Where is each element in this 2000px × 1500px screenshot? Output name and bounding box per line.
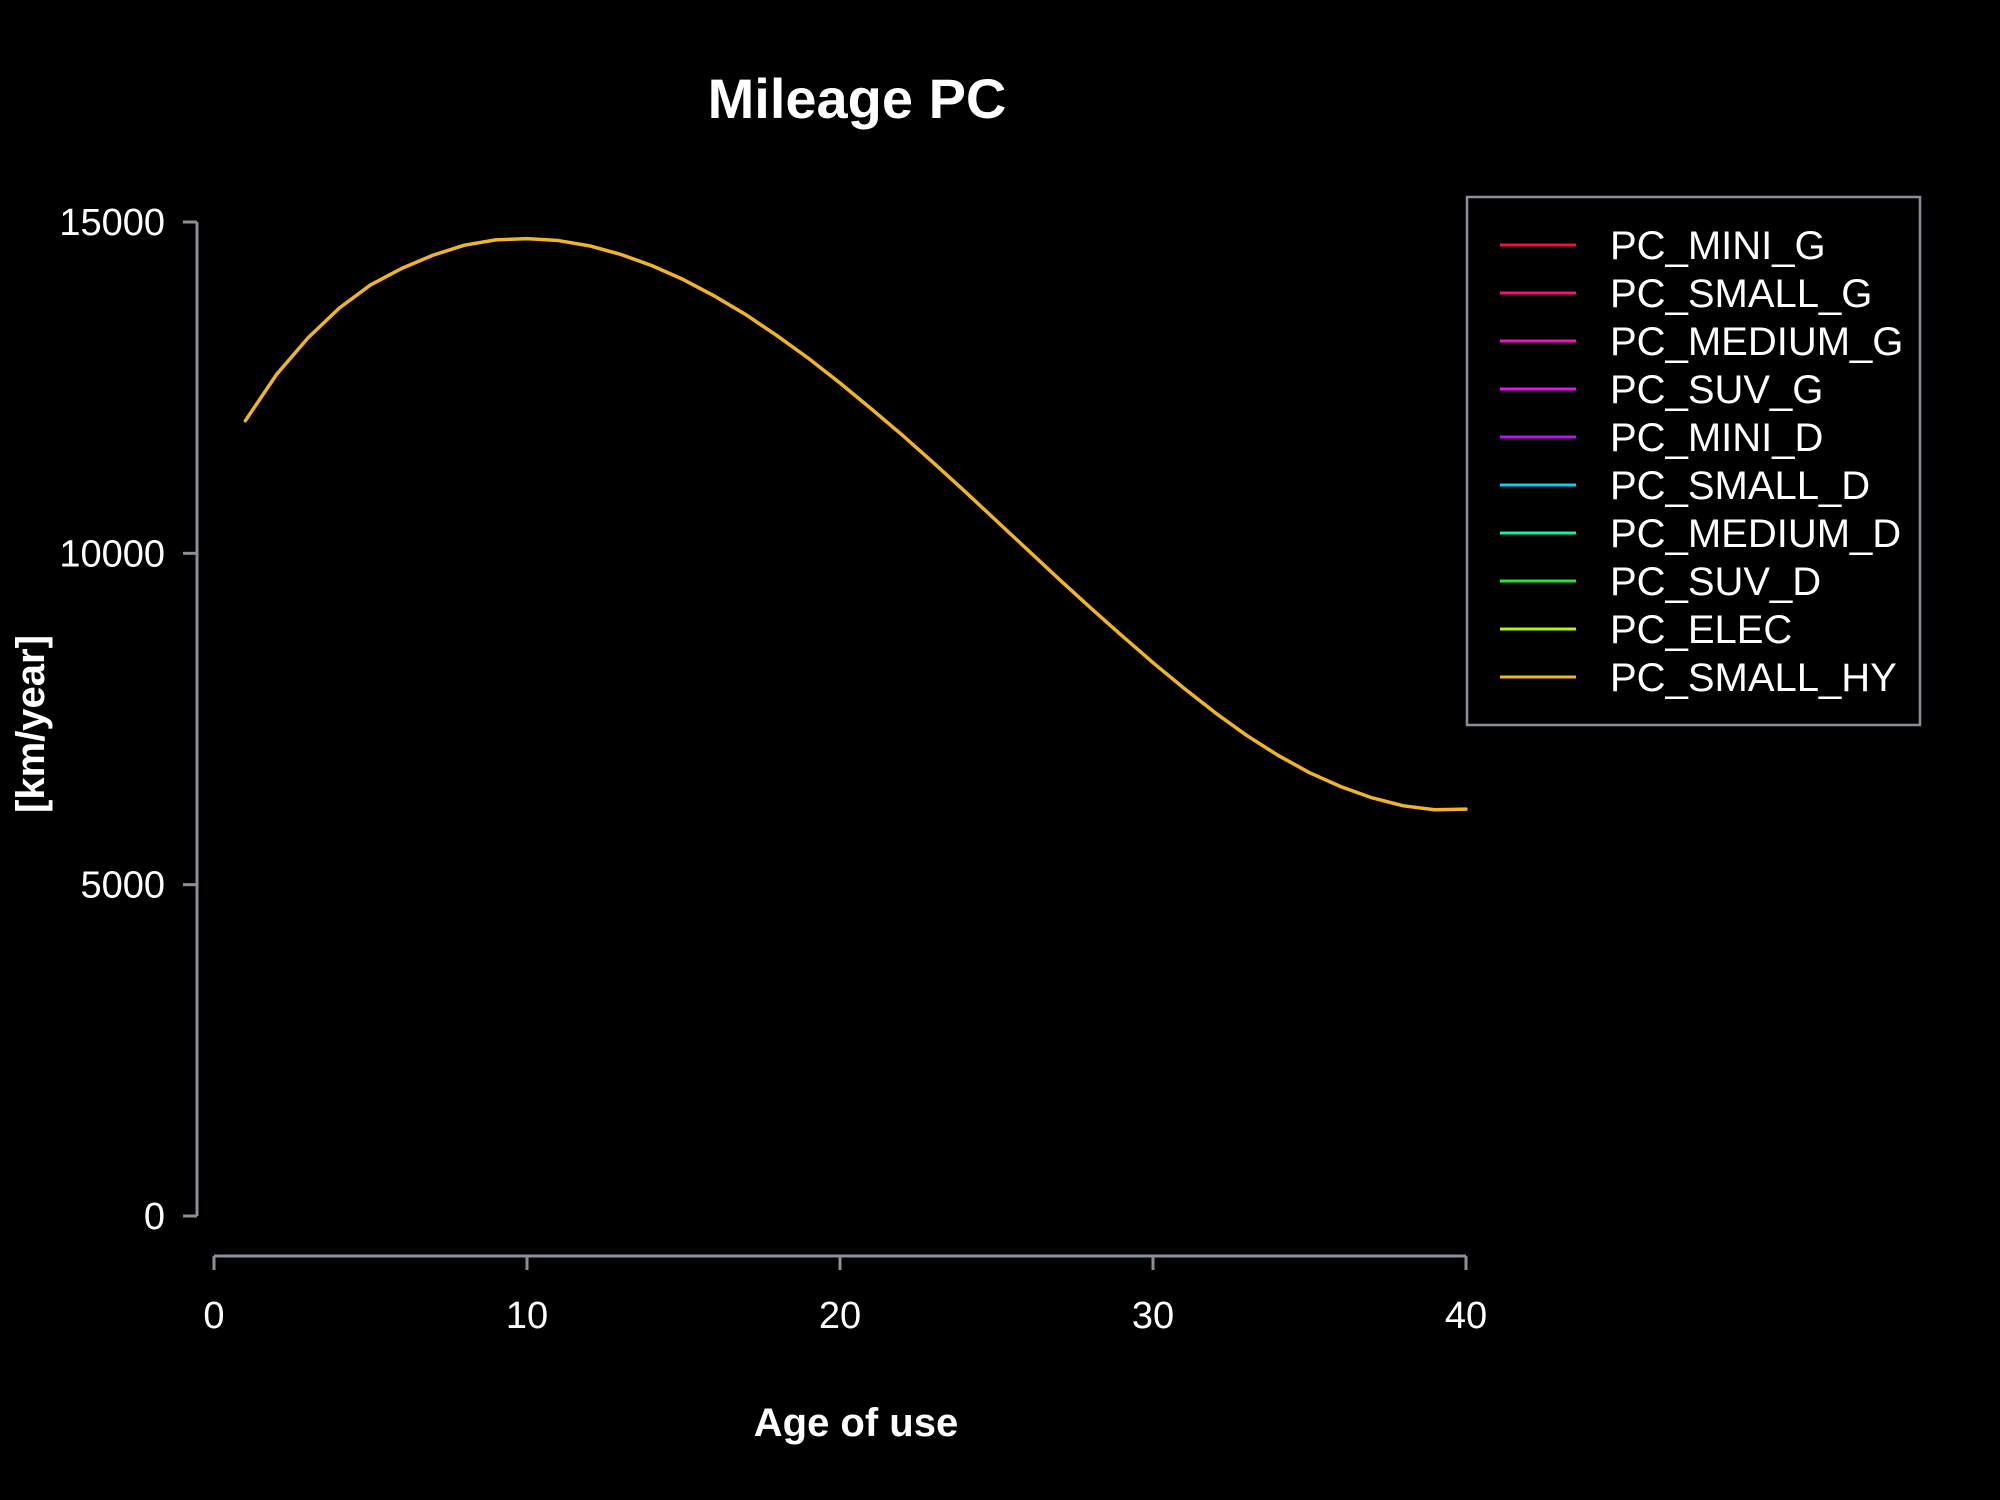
series-lines bbox=[243, 236, 1468, 812]
chart-title: Mileage PC bbox=[708, 67, 1007, 130]
legend-label-pc-mini-d: PC_MINI_D bbox=[1610, 416, 1823, 460]
y-tick-label: 5000 bbox=[80, 865, 165, 907]
y-tick-label: 15000 bbox=[59, 202, 165, 244]
legend-label-pc-small-g: PC_SMALL_G bbox=[1610, 272, 1872, 316]
legend-label-pc-suv-d: PC_SUV_D bbox=[1610, 560, 1821, 604]
legend-label-pc-elec: PC_ELEC bbox=[1610, 608, 1792, 652]
legend-label-pc-small-hy: PC_SMALL_HY bbox=[1610, 656, 1897, 700]
x-tick-label: 10 bbox=[506, 1295, 548, 1337]
x-tick-label: 20 bbox=[819, 1295, 861, 1337]
x-axis: 0 10 20 30 40 bbox=[203, 1254, 1487, 1337]
y-axis: 0 5000 10000 15000 bbox=[59, 202, 199, 1238]
legend-label-pc-mini-g: PC_MINI_G bbox=[1610, 224, 1826, 268]
legend-label-pc-small-d: PC_SMALL_D bbox=[1610, 464, 1870, 508]
x-tick-label: 40 bbox=[1445, 1295, 1487, 1337]
y-tick-label: 10000 bbox=[59, 533, 165, 575]
legend-label-pc-suv-g: PC_SUV_G bbox=[1610, 368, 1823, 412]
legend-label-pc-medium-d: PC_MEDIUM_D bbox=[1610, 512, 1901, 556]
y-tick-label: 0 bbox=[144, 1196, 165, 1238]
x-axis-label: Age of use bbox=[754, 1401, 958, 1445]
x-tick-label: 30 bbox=[1132, 1295, 1174, 1337]
legend-box bbox=[1465, 195, 1922, 727]
series-line-pc-small-hy bbox=[243, 236, 1468, 812]
x-tick-label: 0 bbox=[203, 1295, 224, 1337]
y-axis-label: [km/year] bbox=[9, 635, 53, 813]
legend-label-pc-medium-g: PC_MEDIUM_G bbox=[1610, 320, 1903, 364]
legend: PC_MINI_GPC_SMALL_GPC_MEDIUM_GPC_SUV_GPC… bbox=[1465, 195, 1922, 727]
